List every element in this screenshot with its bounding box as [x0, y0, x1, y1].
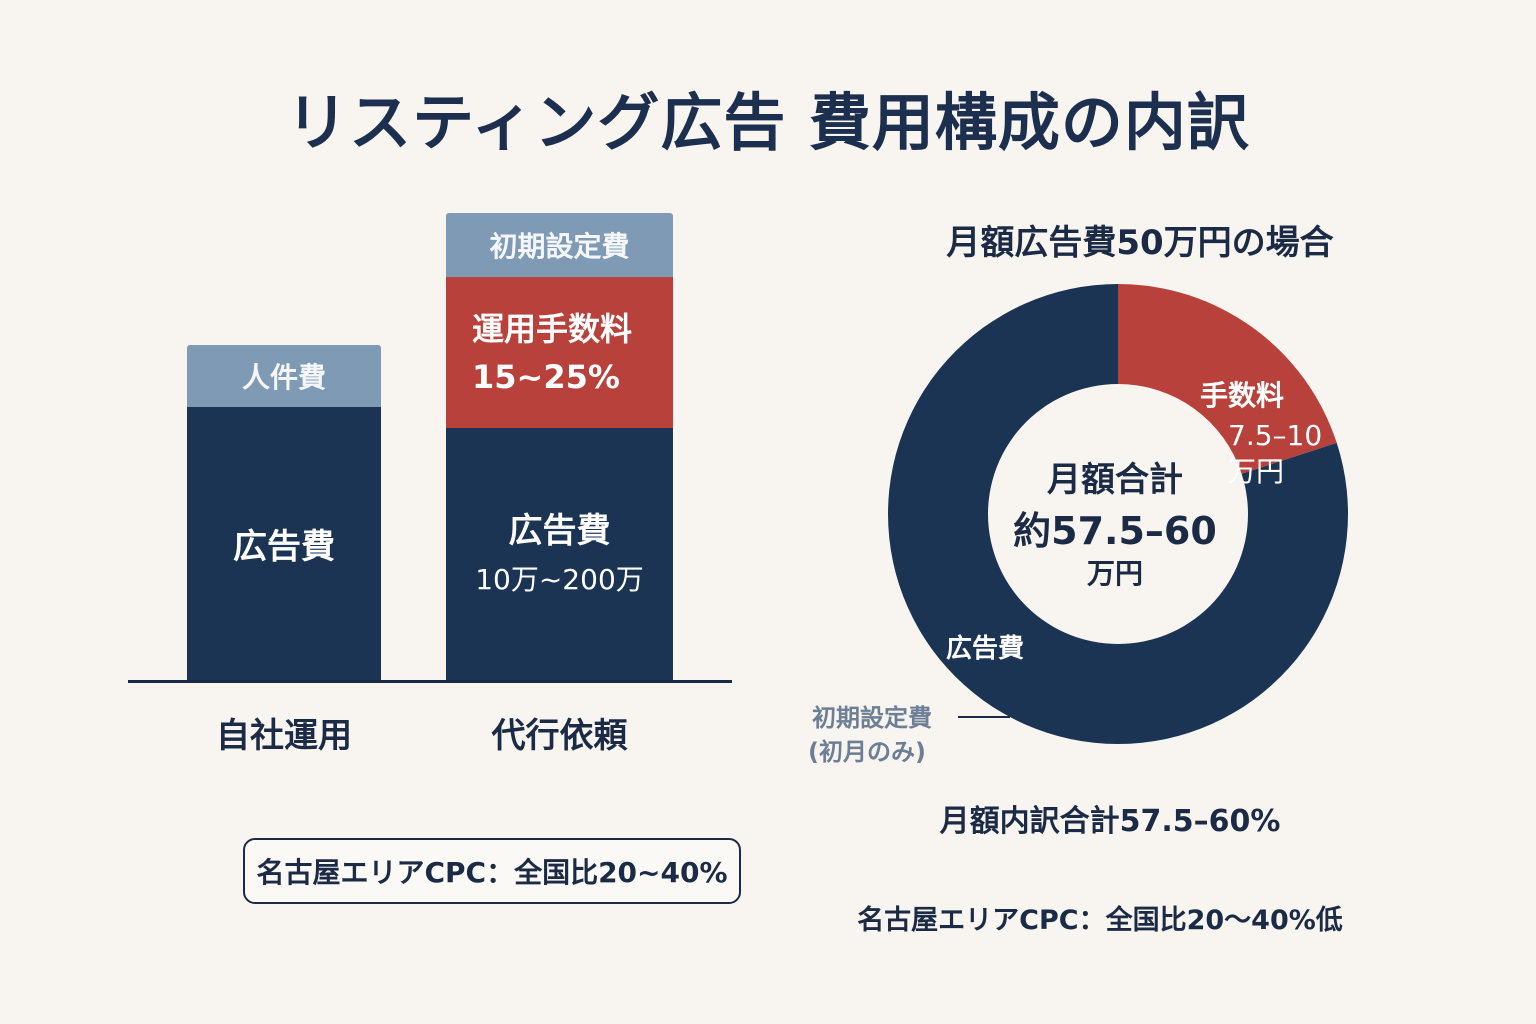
bar-segment-sublabel: 15~25% [472, 357, 620, 396]
bar-segment-label: 運用手数料 [472, 309, 633, 348]
donut-slice-1 [888, 284, 1348, 744]
setup-fee-callout: 初期設定費 [812, 704, 932, 732]
slice-value-fee: 7.5–10万円 [1228, 419, 1323, 488]
page-title: リスティング広告 費用構成の内訳 [286, 86, 1250, 159]
cpc-note-box: 名古屋エリアCPC：全国比20~40% [243, 838, 741, 904]
donut-slice-0 [1118, 284, 1337, 474]
cpc-footnote: 名古屋エリアCPC：全国比20～40%低 [857, 905, 1343, 936]
bar-segment-setup-fee: 初期設定費 [446, 213, 673, 277]
slice-label-fee: 手数料 [1200, 379, 1285, 412]
x-tick-label: 代行依頼 [491, 716, 628, 756]
x-axis-line [128, 680, 732, 683]
donut-center-unit: 万円 [1086, 557, 1143, 590]
slice-label-ad-cost: 広告費 [946, 634, 1025, 664]
bar-segment-label: 人件費 [241, 361, 326, 394]
bar-segment-labor: 人件費 [187, 345, 381, 407]
setup-fee-callout-line [958, 716, 1010, 718]
pie-title: 月額広告費50万円の場合 [946, 223, 1334, 263]
bar-segment-label: 広告費 [233, 527, 335, 567]
setup-fee-callout-sub: (初月のみ) [808, 738, 926, 766]
x-tick-label: 自社運用 [216, 716, 352, 756]
bar-segment-sublabel: 10万~200万 [475, 563, 644, 596]
bar-segment-management-fee: 運用手数料 15~25% [446, 277, 673, 428]
bar-segment-ad-cost: 広告費 [187, 407, 381, 680]
donut-center-value: 約57.5–60 [1013, 509, 1217, 553]
bar-segment-label: 初期設定費 [489, 230, 630, 263]
cpc-note-text: 名古屋エリアCPC：全国比20~40% [256, 856, 728, 889]
donut-footnote: 月額内訳合計57.5–60% [939, 804, 1281, 839]
donut-chart [888, 284, 1348, 744]
bar-segment-label: 広告費 [508, 511, 611, 551]
donut-center-label: 月額合計 [1047, 460, 1183, 500]
bar-segment-ad-cost: 広告費 10万~200万 [446, 428, 673, 680]
